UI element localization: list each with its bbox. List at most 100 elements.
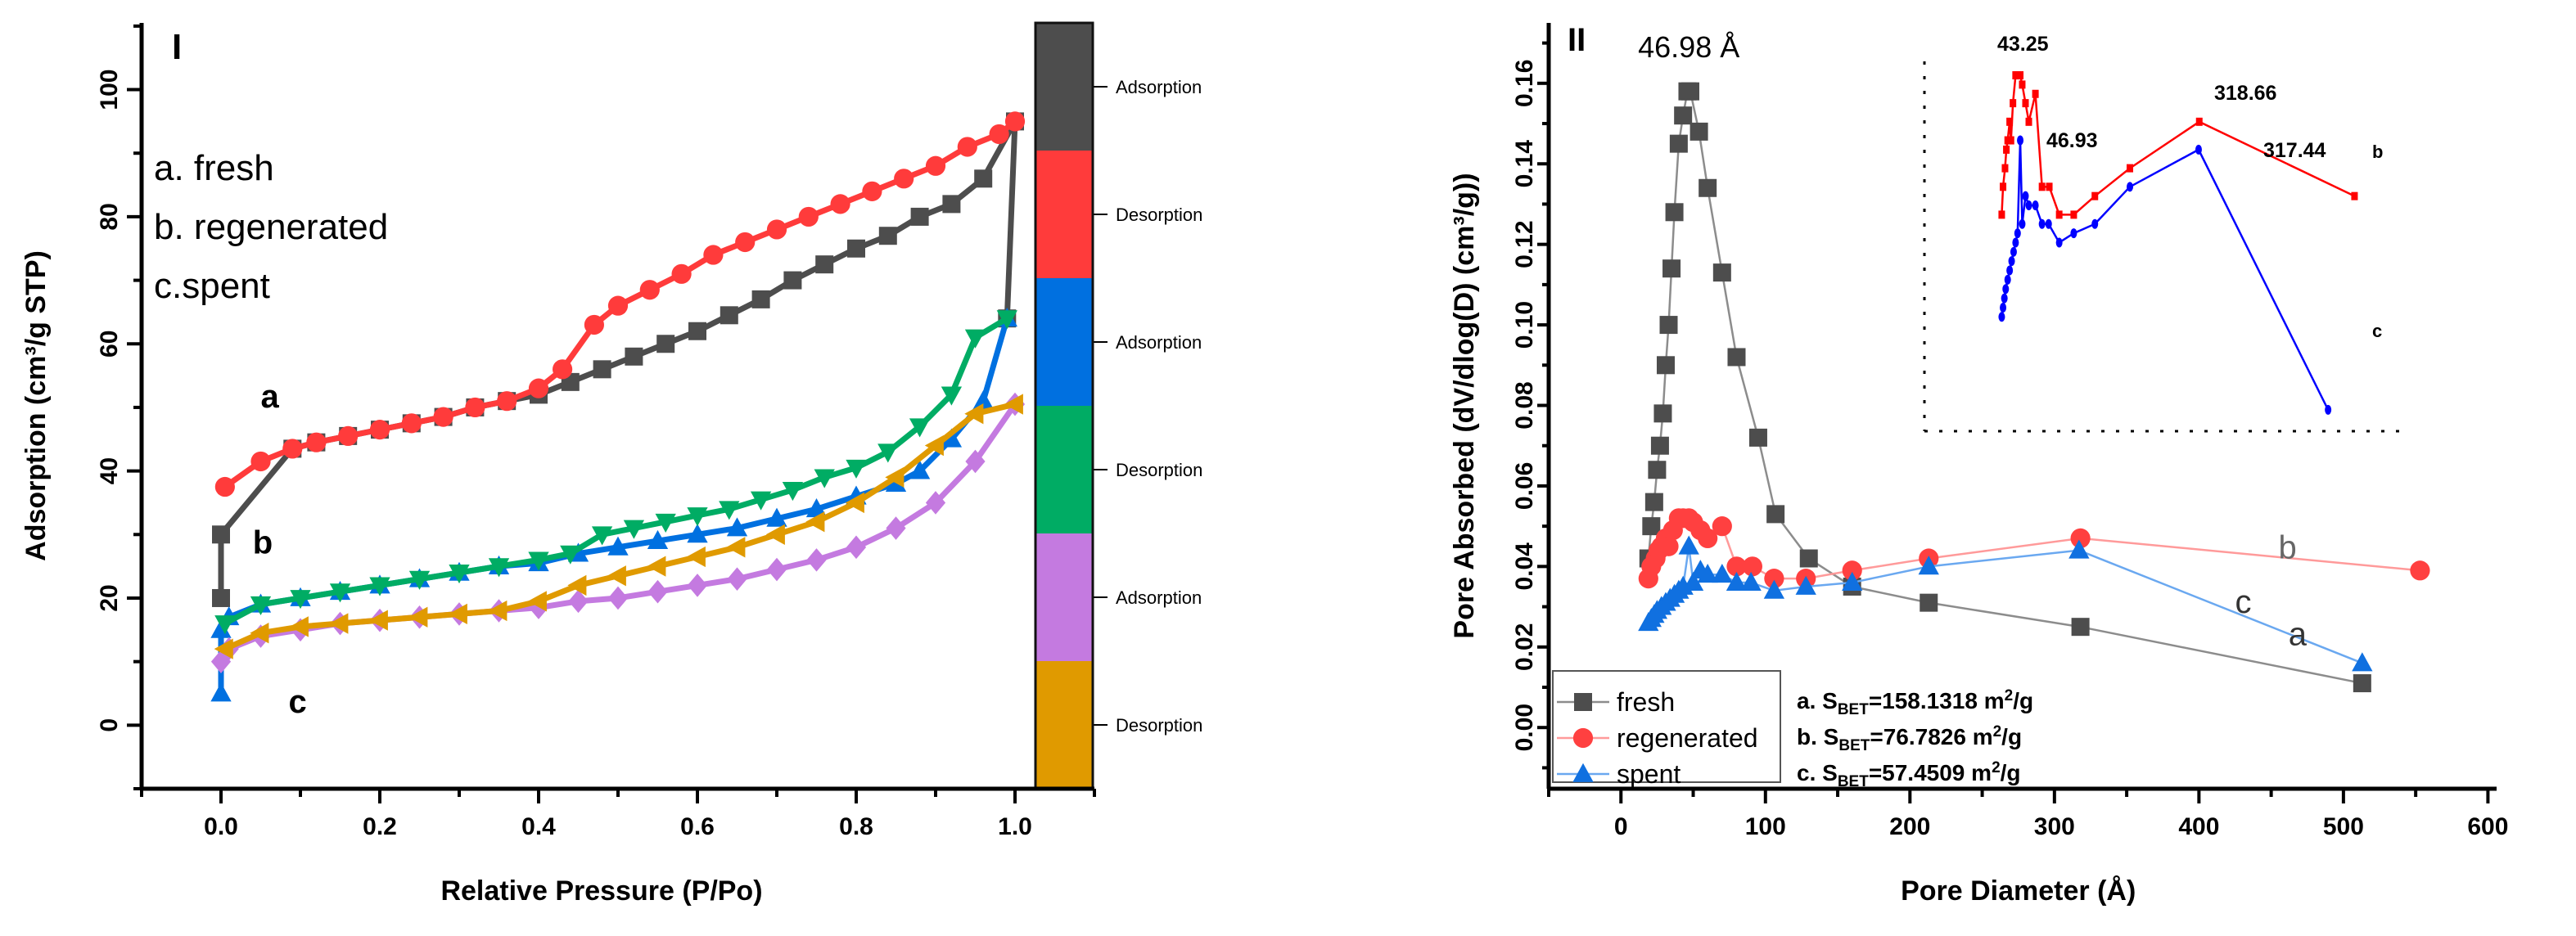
data-point	[527, 591, 547, 612]
data-point	[465, 397, 485, 418]
data-point	[647, 556, 666, 577]
data-point	[1766, 505, 1785, 524]
inset-data-point	[2091, 218, 2099, 229]
colorbar-label: Adsorption	[1116, 77, 1202, 97]
data-point	[1795, 575, 1816, 595]
inset-data-point	[2017, 71, 2024, 80]
data-point	[1656, 356, 1675, 375]
data-point	[925, 491, 946, 515]
data-point	[964, 329, 986, 349]
data-point	[647, 579, 668, 604]
data-point	[212, 525, 230, 544]
data-point	[1697, 563, 1718, 583]
data-point	[1727, 348, 1746, 367]
y-tick-label: 20	[96, 584, 123, 611]
data-point	[1662, 259, 1681, 278]
inset-data-point	[2022, 191, 2029, 201]
inset-data-point	[2004, 274, 2011, 285]
inset-data-point	[2070, 210, 2077, 219]
data-point	[886, 516, 906, 540]
data-point	[687, 574, 708, 597]
data-point	[607, 586, 629, 610]
x-tick-label: 500	[2323, 813, 2364, 840]
data-point	[488, 558, 510, 578]
inset-data-point	[2025, 200, 2032, 211]
data-point	[798, 206, 819, 227]
data-point	[369, 420, 390, 440]
data-point	[1740, 571, 1762, 591]
data-point	[2352, 652, 2373, 672]
legend-marker	[1572, 727, 1594, 749]
data-point	[972, 389, 994, 410]
inset-annotation: 318.66	[2214, 82, 2276, 105]
colorbar-segment	[1035, 23, 1093, 151]
data-point	[1648, 461, 1667, 479]
data-point	[607, 565, 626, 587]
data-point	[909, 418, 931, 438]
data-point	[846, 459, 867, 479]
series-spent	[1638, 535, 2373, 672]
data-point	[996, 310, 1017, 330]
data-point	[250, 596, 272, 615]
data-point	[591, 526, 613, 546]
data-point	[671, 263, 692, 284]
x-tick-label: 1.0	[998, 813, 1032, 840]
x-tick-label: 400	[2178, 813, 2219, 840]
series-a-fresh-desorption	[214, 111, 1026, 497]
data-point	[210, 682, 232, 702]
inset-data-point	[2001, 164, 2009, 173]
data-point	[250, 451, 271, 472]
data-point	[214, 638, 233, 659]
legend-label: spent	[1617, 759, 1680, 789]
data-point	[845, 492, 864, 514]
data-point	[941, 428, 963, 448]
legend-marker	[1574, 693, 1592, 711]
data-point	[528, 551, 549, 571]
legend-text: a. fresh	[154, 148, 274, 188]
data-point	[726, 517, 748, 537]
colorbar-segment	[1035, 151, 1093, 278]
data-point	[862, 181, 882, 201]
inset-annotation: 46.93	[2046, 129, 2098, 152]
data-point	[726, 537, 746, 558]
data-point	[846, 535, 867, 560]
data-point	[289, 616, 309, 637]
x-tick-label: 0.0	[204, 813, 238, 840]
inset-data-point	[2019, 80, 2026, 89]
data-point	[1726, 571, 1748, 591]
data-point	[1712, 263, 1731, 282]
inset-data-point	[2195, 117, 2203, 126]
colorbar-segment	[1035, 406, 1093, 533]
y-tick-label: 80	[96, 203, 123, 230]
data-point	[782, 482, 804, 502]
inset-data-point	[1998, 210, 2005, 219]
data-point	[885, 466, 905, 488]
peak-annotation: 46.98 Å	[1638, 30, 1739, 64]
inset-data-point	[2195, 144, 2202, 155]
data-point	[942, 195, 961, 214]
data-point	[1742, 556, 1762, 577]
y-axis-label: Pore Absorbed (dV/dlog(D) (cm³/g))	[1449, 173, 1480, 638]
data-point	[1748, 428, 1767, 447]
y-tick-label: 0.16	[1511, 60, 1538, 107]
inset-data-point	[2010, 246, 2017, 257]
curve-label: a	[261, 379, 280, 415]
y-tick-label: 40	[96, 457, 123, 484]
sbet-value: b. SBET=76.7826 m2/g	[1797, 723, 2022, 754]
x-axis-label: Relative Pressure (P/Po)	[440, 875, 762, 907]
data-point	[368, 610, 388, 631]
data-point	[1918, 556, 1939, 575]
data-point	[1682, 571, 1704, 591]
data-point	[1004, 394, 1023, 415]
data-point	[401, 413, 422, 434]
inset-curve-label: b	[2372, 142, 2383, 162]
legend-text: c.spent	[154, 266, 270, 306]
inset-curve-label: c	[2372, 321, 2382, 341]
data-point	[655, 513, 676, 533]
inset-data-point	[2022, 99, 2029, 108]
colorbar-label: Adsorption	[1116, 332, 1202, 353]
data-point	[647, 529, 669, 549]
data-point	[1726, 556, 1747, 577]
data-point	[1842, 571, 1863, 591]
data-point	[957, 137, 977, 157]
